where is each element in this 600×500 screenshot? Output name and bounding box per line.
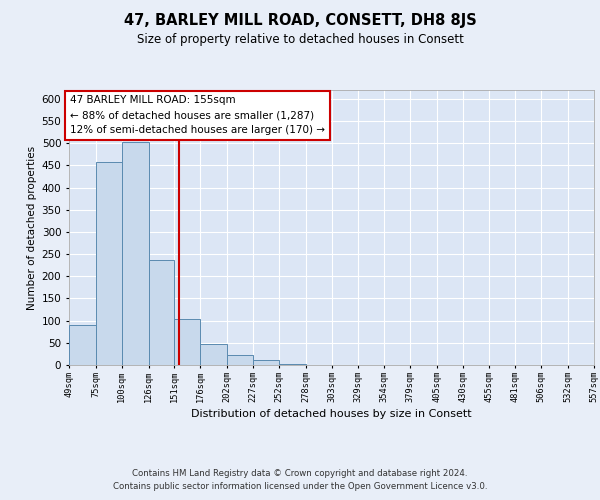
Bar (200, 344, 227, 365)
Bar (122, 142, 149, 365)
Bar (69, 325, 96, 365)
Y-axis label: Number of detached properties: Number of detached properties (28, 146, 37, 310)
Text: Contains public sector information licensed under the Open Government Licence v3: Contains public sector information licen… (113, 482, 487, 491)
Text: Size of property relative to detached houses in Consett: Size of property relative to detached ho… (137, 32, 463, 46)
Bar (279, 364, 305, 365)
Text: Contains HM Land Registry data © Crown copyright and database right 2024.: Contains HM Land Registry data © Crown c… (132, 468, 468, 477)
Bar (96, 162, 122, 365)
Text: 47, BARLEY MILL ROAD, CONSETT, DH8 8JS: 47, BARLEY MILL ROAD, CONSETT, DH8 8JS (124, 12, 476, 28)
Bar (175, 319, 200, 365)
Bar (149, 260, 175, 365)
Text: 47 BARLEY MILL ROAD: 155sqm
← 88% of detached houses are smaller (1,287)
12% of : 47 BARLEY MILL ROAD: 155sqm ← 88% of det… (70, 96, 325, 135)
Bar (227, 355, 253, 365)
X-axis label: Distribution of detached houses by size in Consett: Distribution of detached houses by size … (191, 409, 472, 419)
Bar (253, 360, 279, 365)
